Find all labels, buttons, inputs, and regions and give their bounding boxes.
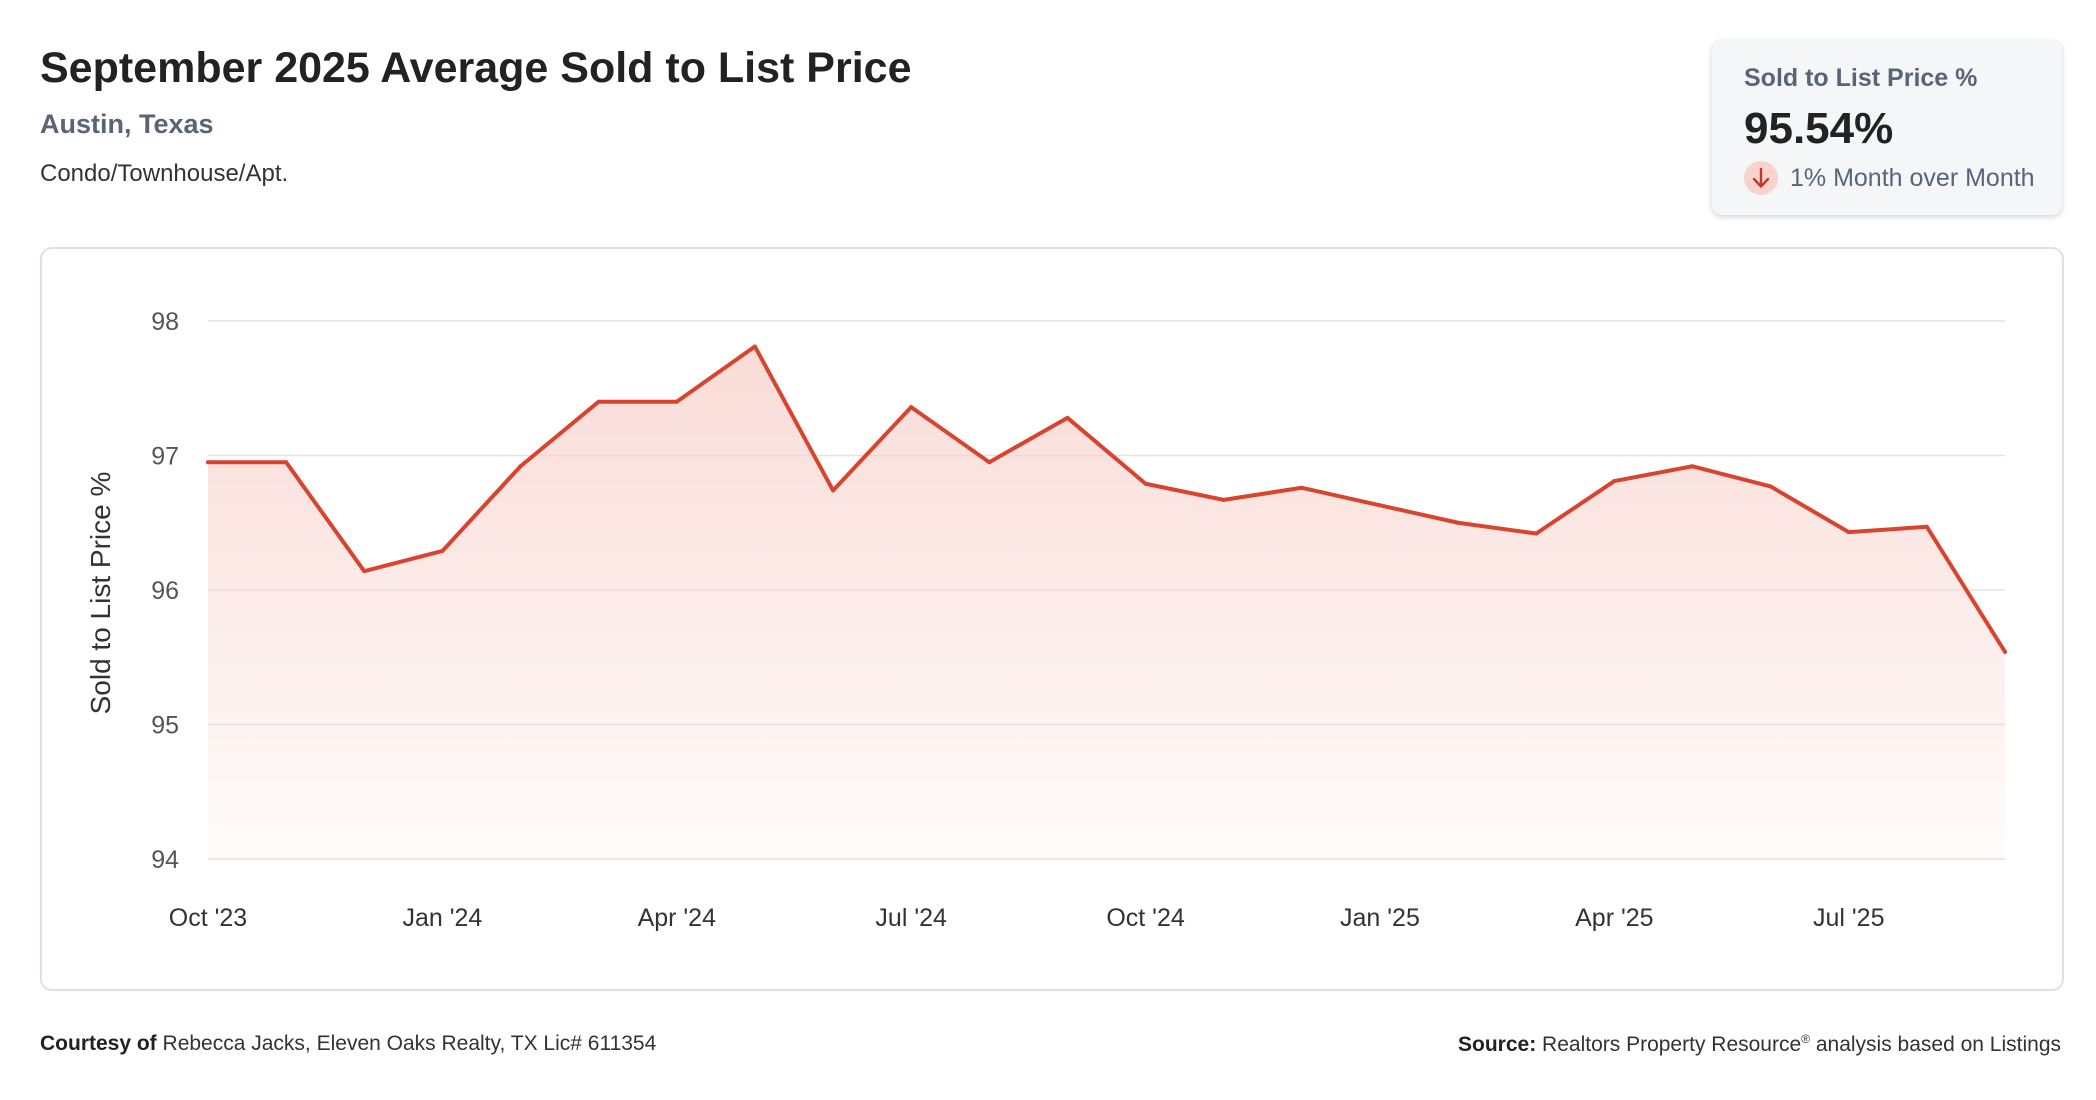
x-tick-label: Apr '25 — [1575, 904, 1653, 932]
data-point — [362, 569, 367, 574]
y-tick-label: 96 — [151, 577, 179, 605]
data-point — [1065, 415, 1070, 420]
chart-panel: 94 95 96 97 98 Oct '23 Jan '24 Apr '24 Jul '24 O… — [40, 247, 2064, 991]
kpi-value: 95.54% — [1744, 104, 1894, 153]
y-tick-label: 97 — [151, 443, 179, 471]
data-point — [2003, 649, 2007, 654]
x-tick-label: Apr '24 — [638, 904, 717, 932]
x-tick-label: Jul '25 — [1813, 904, 1884, 932]
courtesy-text: Rebecca Jacks, Eleven Oaks Realty, TX Li… — [162, 1032, 657, 1055]
data-point — [1768, 484, 1773, 489]
page-title: September 2025 Average Sold to List Pric… — [40, 44, 912, 92]
x-tick-label: Oct '23 — [169, 904, 247, 932]
data-point — [752, 344, 757, 349]
data-point — [1846, 530, 1851, 535]
source-text: Realtors Property Resource — [1542, 1033, 1802, 1056]
data-point — [440, 548, 445, 553]
x-tick-label: Jan '24 — [402, 904, 482, 932]
location-subtitle: Austin, Texas — [40, 109, 214, 139]
y-tick-label: 95 — [151, 712, 179, 740]
source-text-suffix: analysis based on Listings — [1815, 1033, 2061, 1056]
kpi-card: Sold to List Price % 95.54% 1% Month ove… — [1712, 40, 2062, 215]
data-point — [1143, 481, 1148, 486]
courtesy-label: Courtesy of — [40, 1032, 157, 1055]
data-point — [987, 460, 992, 465]
kpi-change: 1% Month over Month — [1744, 160, 2035, 196]
y-tick-label: 94 — [151, 846, 179, 874]
kpi-label: Sold to List Price % — [1744, 64, 1978, 92]
data-point — [1377, 503, 1382, 508]
data-point — [1612, 479, 1617, 484]
footer-courtesy: Courtesy of Rebecca Jacks, Eleven Oaks R… — [40, 1032, 656, 1056]
data-point — [674, 399, 679, 404]
series-line — [206, 344, 2007, 654]
data-point — [284, 460, 289, 465]
data-point — [1456, 520, 1461, 525]
x-tick-label: Jul '24 — [875, 904, 947, 932]
kpi-change-text: 1% Month over Month — [1790, 163, 2035, 192]
data-point — [1299, 485, 1304, 490]
data-point — [1690, 464, 1695, 469]
data-point — [1221, 497, 1226, 502]
x-tick-label: Oct '24 — [1106, 904, 1185, 932]
data-point — [206, 460, 210, 465]
y-tick-labels: 94 95 96 97 98 — [151, 308, 179, 874]
footer-source: Source: Realtors Property Resource® anal… — [1458, 1032, 2061, 1057]
series-area — [208, 346, 2005, 859]
data-point — [596, 399, 601, 404]
x-tick-labels: Oct '23 Jan '24 Apr '24 Jul '24 Oct '24 Jan '… — [169, 904, 1885, 932]
arrow-down-icon — [1744, 161, 1778, 195]
property-category: Condo/Townhouse/Apt. — [40, 160, 289, 187]
data-point — [1924, 524, 1929, 529]
x-tick-label: Jan '25 — [1340, 904, 1420, 932]
y-axis-label: Sold to List Price % — [85, 472, 116, 715]
data-point — [831, 488, 836, 493]
y-tick-label: 98 — [151, 308, 179, 336]
registered-mark: ® — [1801, 1032, 1810, 1046]
data-point — [1534, 531, 1539, 536]
source-label: Source: — [1458, 1033, 1537, 1056]
data-point — [518, 464, 523, 469]
data-point — [909, 405, 914, 410]
data-points — [206, 344, 2007, 654]
